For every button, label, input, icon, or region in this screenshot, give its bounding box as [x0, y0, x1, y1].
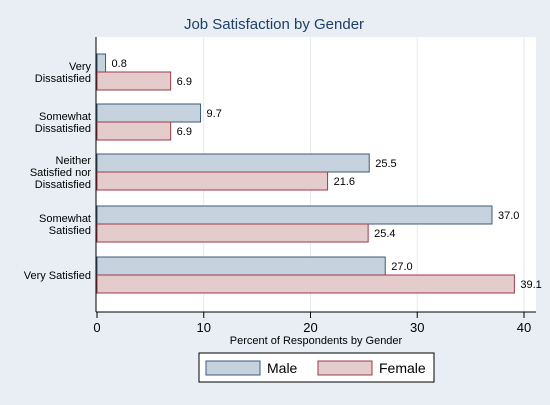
category-label-4: Very Satisfied [24, 270, 91, 282]
legend-swatch-male [205, 360, 261, 376]
data-label-female-3: 25.4 [374, 228, 395, 240]
x-axis-label: Percent of Respondents by Gender [230, 335, 403, 347]
category-label-1: Somewhat Dissatisfied [35, 111, 91, 135]
bar-female-3 [96, 223, 369, 243]
bar-female-1 [96, 121, 172, 141]
data-label-male-0: 0.8 [112, 58, 127, 70]
chart-title: Job Satisfaction by Gender [184, 16, 364, 33]
data-label-female-0: 6.9 [177, 76, 192, 88]
bar-female-4 [96, 274, 515, 294]
x-tick-label-4: 40 [517, 320, 531, 335]
bar-male-0 [96, 53, 107, 73]
category-label-0: Very Dissatisfied [35, 61, 92, 85]
legend-label-male: Male [267, 360, 298, 376]
data-label-male-3: 37.0 [498, 210, 519, 222]
legend-swatch-female [317, 360, 373, 376]
bar-male-2 [96, 153, 370, 173]
data-label-female-2: 21.6 [334, 176, 355, 188]
x-tick-label-0: 0 [93, 320, 100, 335]
bar-male-3 [96, 205, 493, 225]
bar-female-0 [96, 71, 172, 91]
data-label-male-2: 25.5 [375, 158, 396, 170]
x-tick-label-1: 10 [197, 320, 211, 335]
bar-male-4 [96, 256, 386, 276]
category-label-2: Neither Satisfied nor Dissatisfied [30, 155, 91, 191]
bar-female-2 [96, 171, 329, 191]
x-tick-label-2: 20 [303, 320, 317, 335]
x-tick-label-3: 30 [410, 320, 424, 335]
data-label-male-4: 27.0 [391, 261, 412, 273]
bar-male-1 [96, 103, 202, 123]
data-label-female-4: 39.1 [520, 279, 541, 291]
data-label-female-1: 6.9 [177, 126, 192, 138]
category-label-3: Somewhat Satisfied [39, 213, 91, 237]
data-label-male-1: 9.7 [207, 108, 222, 120]
legend-label-female: Female [379, 360, 426, 376]
legend: Male Female [198, 352, 435, 383]
